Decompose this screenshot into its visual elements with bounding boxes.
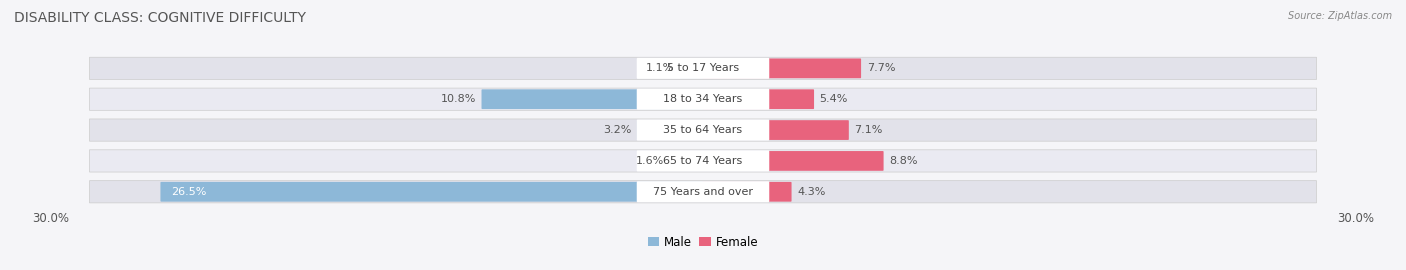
FancyBboxPatch shape <box>637 120 769 141</box>
Text: 7.7%: 7.7% <box>866 63 896 73</box>
Text: 8.8%: 8.8% <box>889 156 918 166</box>
FancyBboxPatch shape <box>90 88 1316 110</box>
Text: 10.8%: 10.8% <box>440 94 477 104</box>
FancyBboxPatch shape <box>703 151 883 171</box>
Text: 30.0%: 30.0% <box>32 212 69 225</box>
Text: 7.1%: 7.1% <box>855 125 883 135</box>
FancyBboxPatch shape <box>637 181 769 202</box>
Text: 4.3%: 4.3% <box>797 187 825 197</box>
FancyBboxPatch shape <box>703 182 792 202</box>
FancyBboxPatch shape <box>90 181 1316 203</box>
Text: 30.0%: 30.0% <box>1337 212 1374 225</box>
Text: 65 to 74 Years: 65 to 74 Years <box>664 156 742 166</box>
Text: 5 to 17 Years: 5 to 17 Years <box>666 63 740 73</box>
Text: 35 to 64 Years: 35 to 64 Years <box>664 125 742 135</box>
FancyBboxPatch shape <box>637 58 769 79</box>
Text: 5.4%: 5.4% <box>820 94 848 104</box>
FancyBboxPatch shape <box>90 57 1316 79</box>
Text: 1.1%: 1.1% <box>647 63 675 73</box>
FancyBboxPatch shape <box>160 182 703 202</box>
FancyBboxPatch shape <box>637 89 769 110</box>
FancyBboxPatch shape <box>481 89 703 109</box>
Text: 75 Years and over: 75 Years and over <box>652 187 754 197</box>
FancyBboxPatch shape <box>637 150 769 171</box>
Text: 18 to 34 Years: 18 to 34 Years <box>664 94 742 104</box>
Text: 3.2%: 3.2% <box>603 125 631 135</box>
Text: 1.6%: 1.6% <box>636 156 664 166</box>
Text: Source: ZipAtlas.com: Source: ZipAtlas.com <box>1288 11 1392 21</box>
FancyBboxPatch shape <box>90 119 1316 141</box>
FancyBboxPatch shape <box>681 59 703 78</box>
Text: DISABILITY CLASS: COGNITIVE DIFFICULTY: DISABILITY CLASS: COGNITIVE DIFFICULTY <box>14 11 307 25</box>
Legend: Male, Female: Male, Female <box>643 231 763 254</box>
FancyBboxPatch shape <box>669 151 703 171</box>
FancyBboxPatch shape <box>90 150 1316 172</box>
FancyBboxPatch shape <box>703 89 814 109</box>
FancyBboxPatch shape <box>637 120 703 140</box>
FancyBboxPatch shape <box>703 59 860 78</box>
FancyBboxPatch shape <box>703 120 849 140</box>
Text: 26.5%: 26.5% <box>172 187 207 197</box>
